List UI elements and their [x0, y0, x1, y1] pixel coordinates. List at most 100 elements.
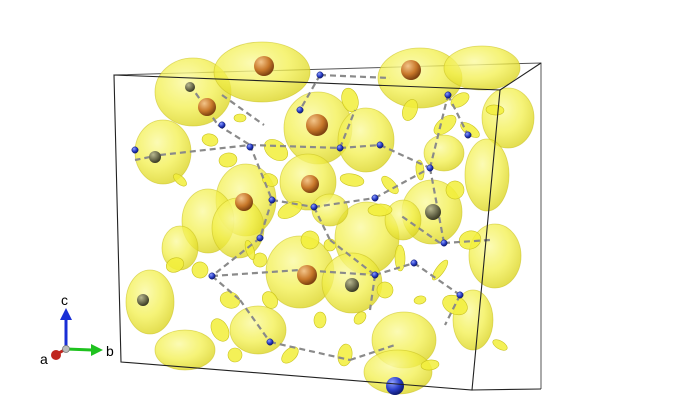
atom-blue-small	[218, 121, 226, 129]
atom-orange	[235, 193, 253, 211]
atom-gray	[425, 204, 441, 220]
b-axis-line	[65, 347, 93, 352]
isosurface-lobe	[311, 193, 349, 227]
atom-blue-small	[246, 143, 254, 151]
bond	[211, 237, 261, 277]
bond	[239, 299, 271, 343]
isosurface-fragment	[218, 152, 238, 168]
isosurface-fragment	[445, 180, 465, 200]
bond	[313, 196, 376, 209]
bond	[428, 167, 446, 244]
isosurface-fragment	[492, 339, 508, 351]
axis-label-c: c	[61, 292, 68, 308]
isosurface-fragment	[244, 240, 256, 260]
isosurface-lobe	[423, 134, 465, 172]
isosurface-fragment	[281, 346, 299, 364]
bond	[399, 214, 441, 244]
isosurface-fragment	[485, 104, 505, 116]
bond	[374, 167, 431, 199]
bond	[368, 274, 377, 311]
bond	[217, 124, 251, 146]
atom-blue-small	[336, 144, 344, 152]
bond	[211, 268, 301, 278]
atom-orange	[297, 265, 317, 285]
bond	[313, 206, 331, 241]
atom-gray	[345, 278, 359, 292]
b-axis-arrowhead	[91, 344, 103, 356]
atom-orange	[254, 56, 274, 76]
isosurface-fragment	[339, 173, 365, 187]
axis-label-a: a	[40, 351, 48, 367]
isosurface-fragment	[376, 281, 394, 299]
atom-blue-small	[410, 259, 418, 267]
atom-gray	[149, 151, 161, 163]
a-axis-tip	[51, 350, 61, 360]
isosurface-fragment	[415, 159, 425, 181]
atom-orange	[401, 60, 421, 80]
atom-blue-small	[256, 234, 264, 242]
bond	[299, 74, 321, 111]
isosurface-lobe	[154, 329, 216, 371]
isosurface-fragment	[367, 203, 393, 217]
bond	[271, 198, 315, 209]
bond	[159, 143, 251, 157]
bond	[443, 238, 491, 245]
atom-orange	[198, 98, 216, 116]
isosurface-fragment	[233, 113, 247, 123]
bond	[338, 109, 357, 149]
isosurface-fragment	[381, 175, 399, 195]
c-axis-arrowhead	[60, 308, 72, 320]
isosurface-fragment	[341, 87, 359, 113]
atom-blue-small	[268, 196, 276, 204]
bond	[211, 275, 241, 301]
axis-label-b: b	[106, 343, 114, 359]
bond	[249, 143, 341, 150]
atom-blue-small	[456, 291, 464, 299]
isosurface-fragment	[313, 311, 327, 329]
bond	[221, 94, 265, 126]
isosurface-lobe	[229, 305, 287, 355]
bond	[374, 261, 415, 277]
atom-blue-small	[208, 272, 216, 280]
isosurface-fragment	[227, 347, 243, 363]
atom-blue-small	[131, 146, 139, 154]
isosurface-fragment	[433, 114, 457, 136]
isosurface-lobe	[384, 199, 422, 241]
bond-network	[134, 73, 491, 362]
axis-triad: c b a	[40, 292, 114, 367]
isosurface-fragment	[165, 257, 185, 273]
isosurface-fragment	[402, 99, 418, 121]
isosurface-fragment	[431, 259, 449, 281]
atom-gray	[137, 294, 149, 306]
isosurface-lobe	[464, 138, 510, 212]
atom-blue-large	[386, 377, 404, 395]
axis-origin	[62, 345, 70, 353]
isosurface-fragment	[337, 343, 353, 367]
unit-cell-front-edges	[113, 62, 542, 391]
isosurface-fragment	[277, 201, 303, 219]
atom-orange	[301, 175, 319, 193]
atom-blue-small	[426, 164, 434, 172]
isosurface-fragment	[450, 92, 470, 108]
isosurface-fragment	[353, 311, 367, 325]
isosurface-fragment	[394, 244, 406, 272]
isosurface-lobe	[468, 223, 522, 289]
atom-gray	[185, 82, 195, 92]
isosurface-fragment	[262, 291, 278, 309]
bond	[269, 340, 351, 362]
isosurface-fragment	[173, 173, 187, 187]
bond	[349, 343, 396, 362]
isosurface-lobe	[337, 107, 395, 173]
isosurface-fragment	[210, 318, 230, 342]
isosurface-lobe	[481, 87, 535, 149]
atom-blue-small	[371, 271, 379, 279]
bond	[339, 143, 381, 150]
isosurface-fragment	[300, 230, 320, 250]
atom-blue-small	[316, 71, 324, 79]
isosurface-fragment	[413, 295, 427, 305]
bond	[444, 294, 461, 326]
isosurface-fragment	[420, 359, 440, 371]
isosurface-fragment	[458, 230, 482, 250]
bond	[428, 94, 450, 169]
